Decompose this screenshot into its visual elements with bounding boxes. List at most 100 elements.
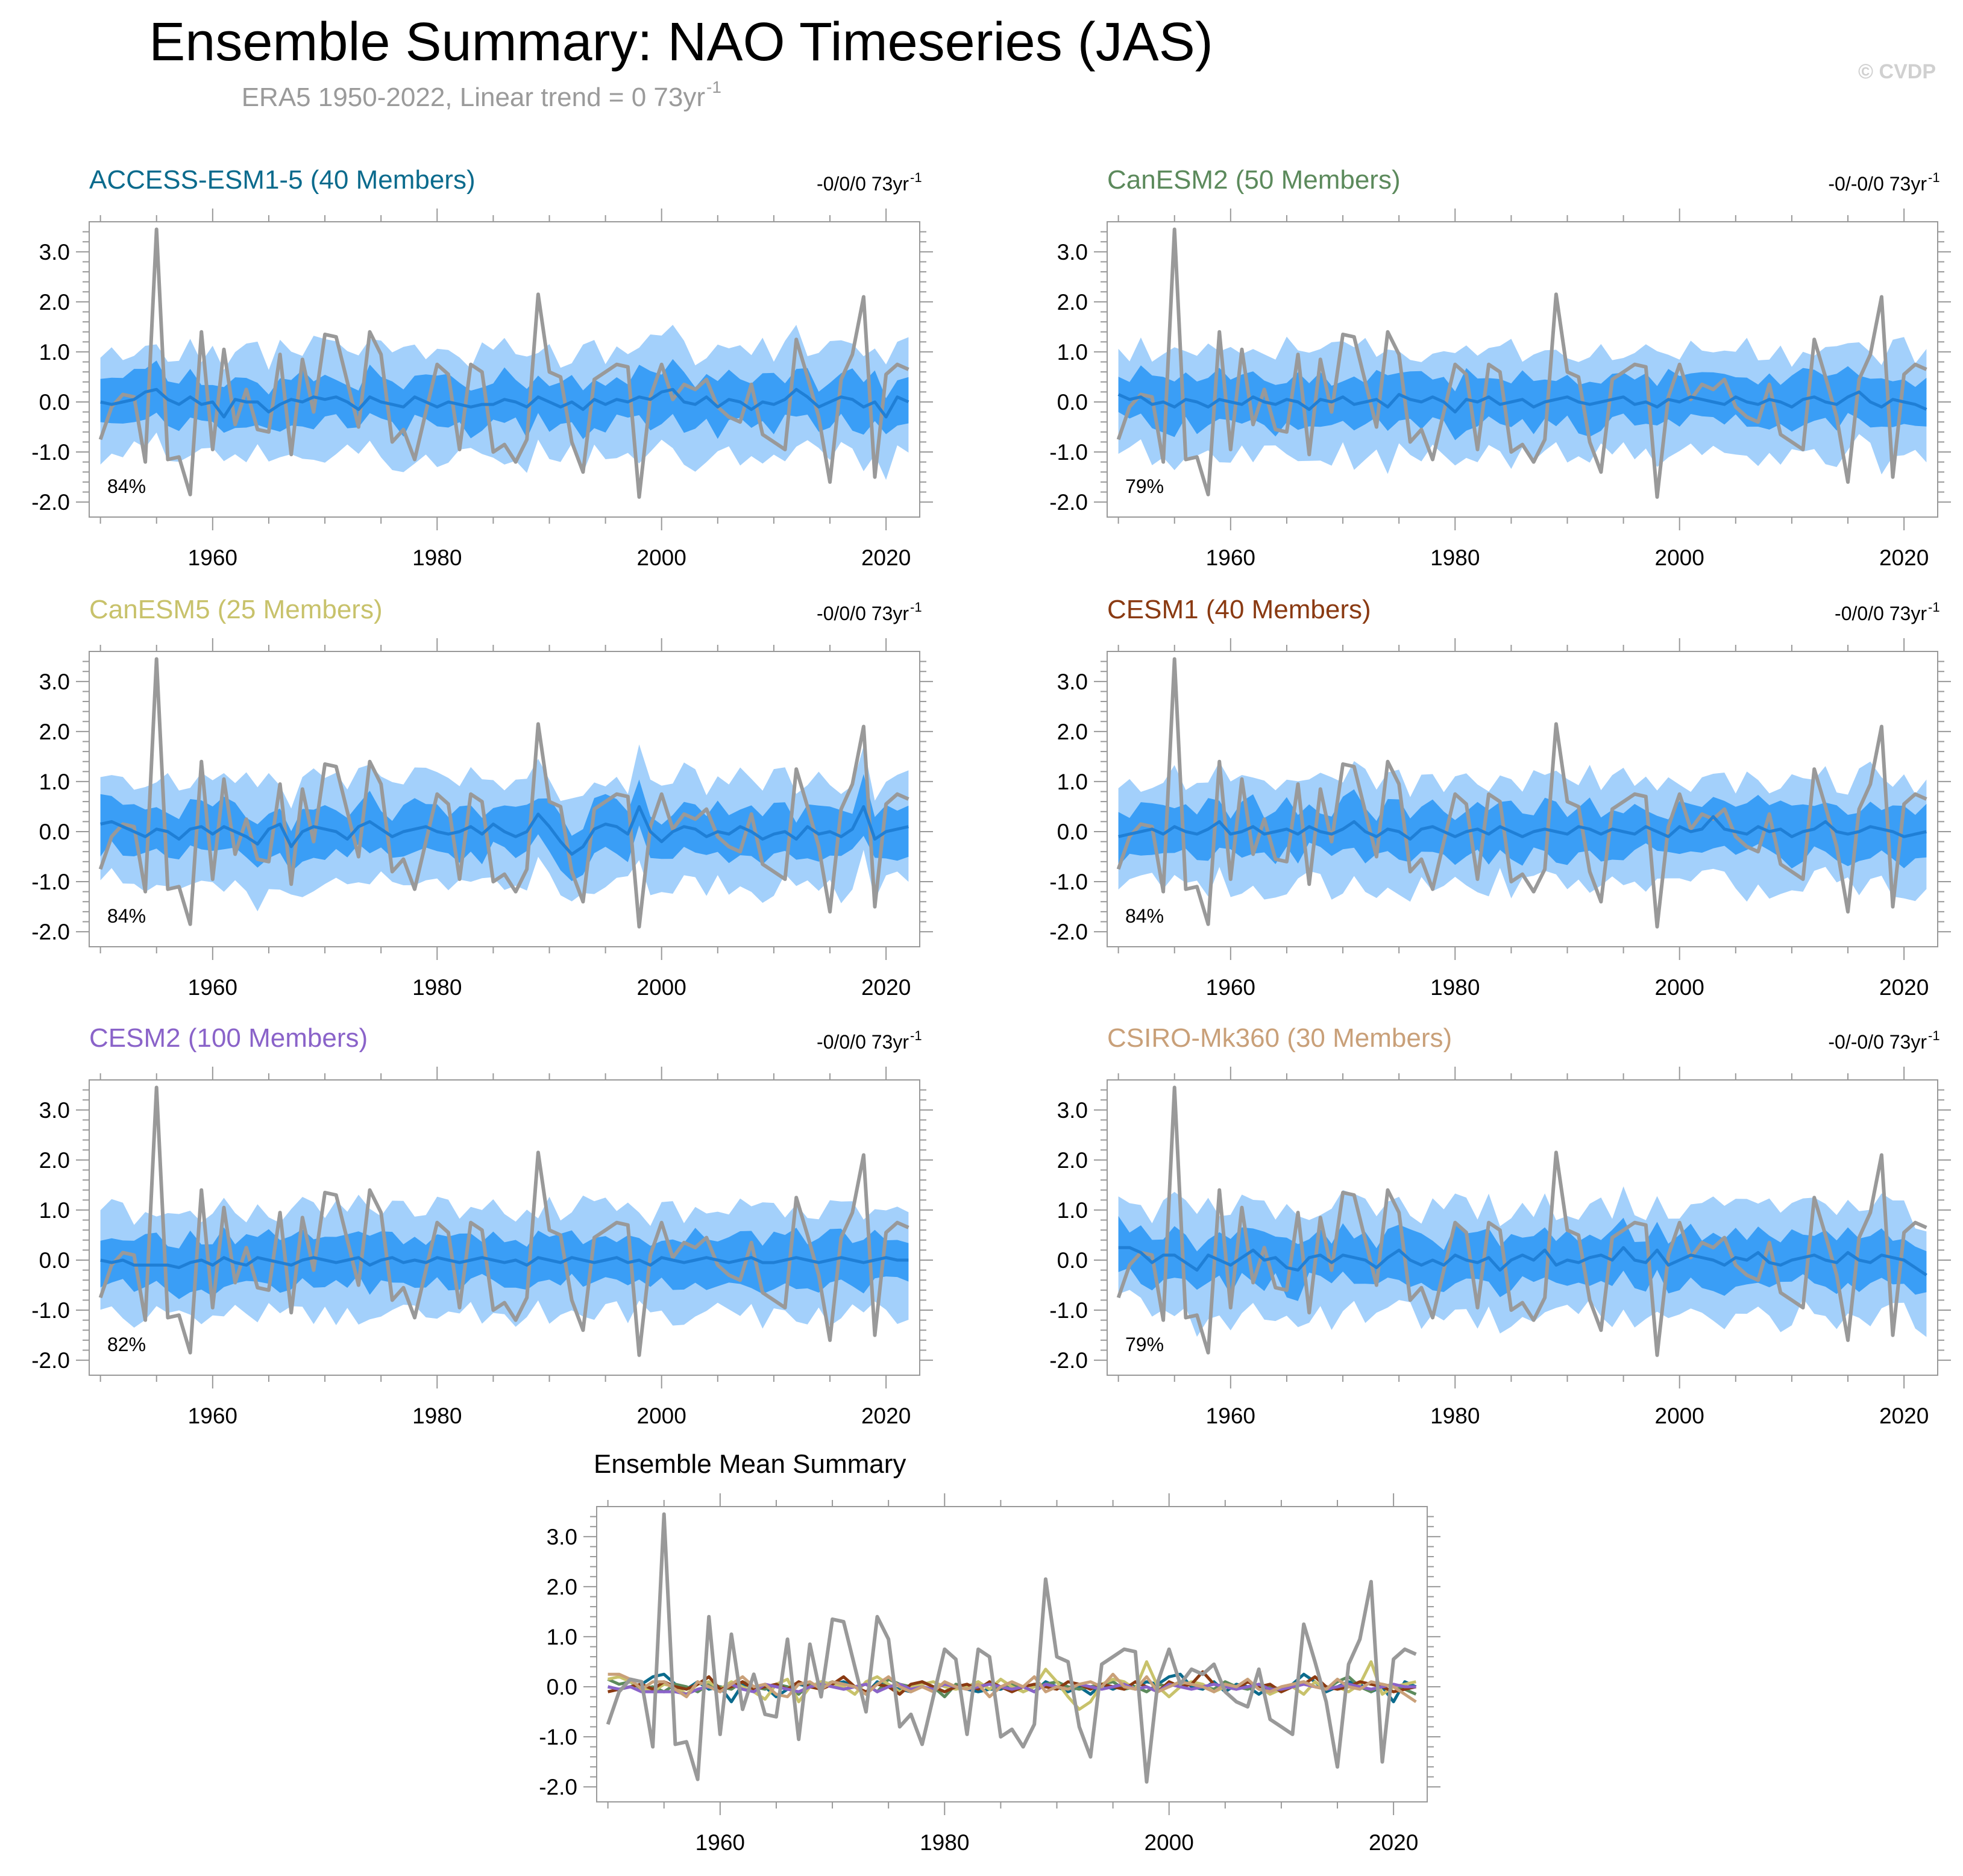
x-tick-label: 2020	[1879, 975, 1929, 1000]
panel-2: 3.0 2.0 1.0 0.0 -1.0 -2.0 1960 1980 2000 2020 CanE…	[31, 595, 933, 1000]
y-tick-label: 3.0	[39, 240, 70, 265]
y-tick-label: -1.0	[1049, 1298, 1088, 1323]
x-tick-label: 2020	[861, 1404, 911, 1428]
ensemble-mean-line	[1117, 390, 1927, 414]
plot-frame	[1107, 221, 1938, 518]
y-tick-label: 3.0	[1057, 1098, 1088, 1123]
x-tick-label: 1960	[188, 1404, 237, 1428]
trend-superscript: -1	[1928, 600, 1940, 615]
x-tick-label: 1980	[412, 1404, 462, 1428]
x-tick-label: 2020	[1879, 545, 1929, 570]
percent-label: 82%	[107, 1334, 146, 1355]
observations-line	[1116, 657, 1927, 929]
plot-frame	[89, 651, 920, 947]
spread-band-inner	[100, 774, 909, 882]
y-tick-label: 2.0	[39, 720, 70, 744]
x-tick-label: 1980	[920, 1830, 969, 1855]
panel-title: CanESM5 (25 Members)	[89, 595, 383, 624]
y-tick-label: 0.0	[39, 390, 70, 415]
x-tick-label: 2000	[1655, 1404, 1704, 1428]
observations-line	[1116, 227, 1927, 499]
percent-label: 84%	[1125, 905, 1164, 927]
trend-label: -0/0/0 73yr	[817, 173, 909, 195]
y-tick-label: 3.0	[39, 670, 70, 694]
y-tick-label: 2.0	[1057, 720, 1088, 744]
trend-superscript: -1	[910, 600, 922, 615]
y-tick-label: -2.0	[539, 1775, 577, 1799]
y-tick-label: 3.0	[1057, 670, 1088, 694]
percent-label: 84%	[107, 475, 146, 497]
x-tick-label: 1980	[1430, 545, 1480, 570]
x-tick-label: 1980	[1430, 975, 1480, 1000]
trend-superscript: -1	[910, 170, 922, 185]
x-tick-label: 2000	[637, 545, 686, 570]
y-tick-label: 2.0	[1057, 290, 1088, 315]
y-tick-label: 1.0	[547, 1625, 577, 1649]
x-tick-label: 2020	[861, 545, 911, 570]
y-tick-label: -2.0	[1049, 920, 1088, 944]
plot-frame	[596, 1506, 1428, 1802]
panel-1: 3.0 2.0 1.0 0.0 -1.0 -2.0 1960 1980 2000 2020 CanE…	[1049, 165, 1951, 570]
panel-title: CSIRO-Mk360 (30 Members)	[1107, 1023, 1452, 1053]
y-tick-label: 1.0	[39, 340, 70, 365]
y-tick-label: -1.0	[539, 1725, 577, 1749]
panel-title: CESM1 (40 Members)	[1107, 595, 1371, 624]
observations-line	[1116, 1085, 1927, 1357]
y-tick-label: -2.0	[31, 920, 70, 944]
ensemble-mean-line	[100, 805, 909, 856]
summary-title: Ensemble Mean Summary	[594, 1449, 906, 1479]
percent-label: 79%	[1125, 1334, 1164, 1355]
plot-frame	[1107, 1079, 1938, 1376]
x-tick-label: 1980	[412, 545, 462, 570]
x-tick-label: 2000	[1655, 545, 1704, 570]
x-tick-label: 2000	[637, 975, 686, 1000]
x-tick-label: 1960	[696, 1830, 745, 1855]
y-tick-label: 1.0	[1057, 340, 1088, 365]
y-tick-label: -2.0	[31, 490, 70, 515]
summary-panel: 3.0 2.0 1.0 0.0 -1.0 -2.0 1960 1980 2000 2020	[539, 1493, 1440, 1855]
y-tick-label: -1.0	[1049, 870, 1088, 894]
y-tick-label: 1.0	[39, 770, 70, 794]
trend-superscript: -1	[1928, 1028, 1940, 1043]
x-tick-label: 2020	[861, 975, 911, 1000]
panel-4: 3.0 2.0 1.0 0.0 -1.0 -2.0 1960 1980 2000 2020 CESM…	[31, 1023, 933, 1428]
ensemble-mean-line	[1118, 1246, 1927, 1276]
series-line-4	[608, 1683, 1416, 1696]
y-tick-label: -1.0	[31, 1298, 70, 1323]
y-tick-label: 2.0	[39, 290, 70, 315]
observations-line	[98, 1085, 909, 1357]
panel-title: CanESM2 (50 Members)	[1107, 165, 1401, 195]
x-tick-label: 2000	[1655, 975, 1704, 1000]
panel-title: ACCESS-ESM1-5 (40 Members)	[89, 165, 476, 195]
x-tick-label: 1960	[1206, 545, 1255, 570]
panel-3: 3.0 2.0 1.0 0.0 -1.0 -2.0 1960 1980 2000 2020 CESM…	[1049, 595, 1951, 1000]
trend-label: -0/0/0 73yr	[1835, 603, 1927, 624]
observations-line	[606, 1512, 1417, 1784]
y-tick-label: 0.0	[39, 1248, 70, 1273]
plot-frame	[89, 1079, 920, 1376]
y-tick-label: 0.0	[1057, 820, 1088, 844]
y-tick-label: 2.0	[39, 1148, 70, 1173]
plot-frame	[89, 221, 920, 518]
x-tick-label: 2020	[1369, 1830, 1418, 1855]
ensemble-mean-line	[1118, 815, 1927, 841]
y-tick-label: 3.0	[547, 1525, 577, 1549]
x-tick-label: 2000	[637, 1404, 686, 1428]
x-tick-label: 2000	[1145, 1830, 1194, 1855]
y-tick-label: 2.0	[547, 1575, 577, 1599]
subtitle-superscript: -1	[706, 78, 721, 96]
trend-label: -0/-0/0 73yr	[1828, 1031, 1927, 1053]
y-tick-label: 0.0	[1057, 1248, 1088, 1273]
y-tick-label: 0.0	[39, 820, 70, 844]
y-tick-label: 1.0	[39, 1198, 70, 1223]
x-tick-label: 2020	[1879, 1404, 1929, 1428]
y-tick-label: -1.0	[1049, 440, 1088, 465]
ensemble-mean-line	[100, 1256, 909, 1269]
percent-label: 79%	[1125, 475, 1164, 497]
main-title: Ensemble Summary: NAO Timeseries (JAS)	[149, 12, 1213, 72]
y-tick-label: 0.0	[1057, 390, 1088, 415]
y-tick-label: 0.0	[547, 1675, 577, 1699]
x-tick-label: 1960	[188, 975, 237, 1000]
x-tick-label: 1980	[412, 975, 462, 1000]
y-tick-label: -2.0	[1049, 490, 1088, 515]
